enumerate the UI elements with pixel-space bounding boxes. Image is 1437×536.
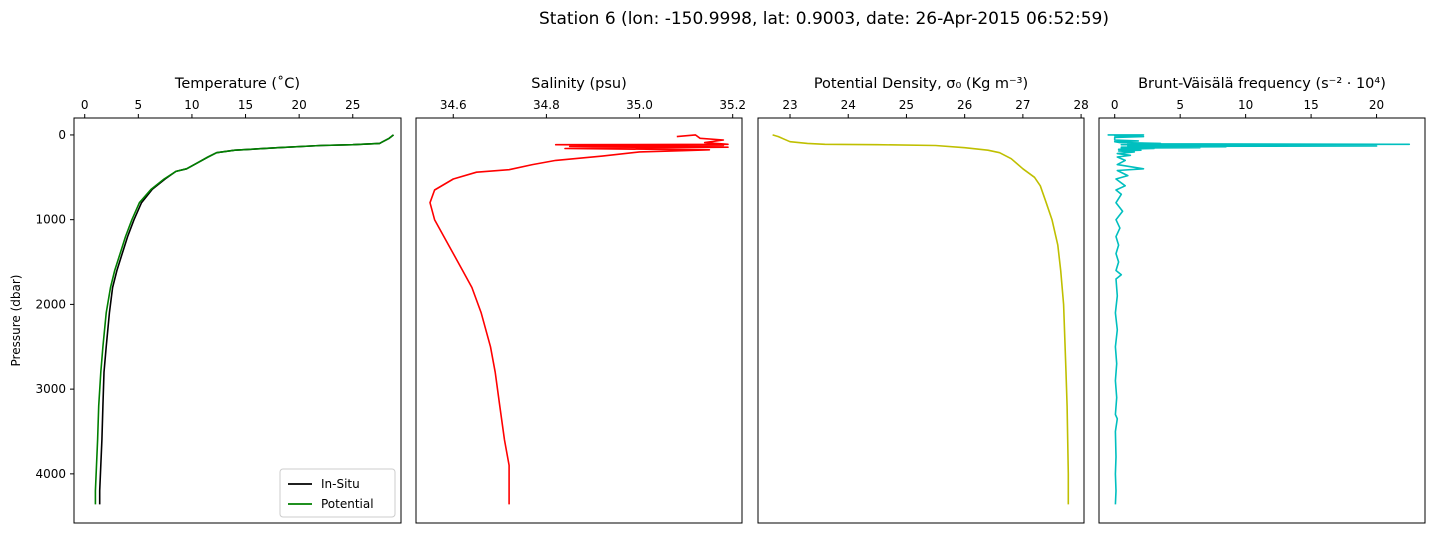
series-line-1-1 xyxy=(98,134,394,505)
x-tick-label: 25 xyxy=(899,98,914,112)
panel-title: Salinity (psu) xyxy=(531,76,627,92)
x-tick-label: 35.0 xyxy=(626,98,653,112)
panel-2: 34.6 34.8 35.0 35.2 Salinity (psu) xyxy=(415,76,746,524)
y-tick-label: 0 xyxy=(58,128,66,142)
x-tick-label: 34.8 xyxy=(533,98,560,112)
y-tick-label: 3000 xyxy=(35,382,66,396)
y-axis-label: Pressure (dbar) xyxy=(9,275,23,367)
panel-title: Brunt-Väisälä frequency (s⁻² · 10⁴) xyxy=(1138,76,1386,92)
x-tick-label: 20 xyxy=(292,98,307,112)
y-tick-label: 1000 xyxy=(35,213,66,227)
series-line-2-1 xyxy=(429,134,729,505)
x-tick-label: 23 xyxy=(782,98,797,112)
legend-entry: Potential xyxy=(321,497,374,511)
x-tick-label: 5 xyxy=(1176,98,1184,112)
x-tick-label: 25 xyxy=(345,98,360,112)
axes-frame xyxy=(757,117,1085,524)
x-tick-label: 20 xyxy=(1369,98,1384,112)
axes-frame xyxy=(415,117,743,524)
x-tick-label: 10 xyxy=(1238,98,1253,112)
x-tick-label: 0 xyxy=(1111,98,1119,112)
panel-1: 0 5 10 15 20 25 0 1000 2000 3000 4000 Pressure (dba… xyxy=(9,75,402,524)
legend-entry: In-Situ xyxy=(321,477,360,491)
x-tick-label: 35.2 xyxy=(719,98,746,112)
x-tick-label: 26 xyxy=(957,98,972,112)
figure-suptitle: Station 6 (lon: -150.9998, lat: 0.9003, … xyxy=(539,9,1109,29)
panel-3: 23 24 25 26 27 28 Potential Density, σ₀ (Kg m⁻… xyxy=(757,76,1089,524)
panel-4: 0 5 10 15 20 Brunt-Väisälä frequency (s⁻² · 1… xyxy=(1098,76,1426,524)
x-tick-label: 10 xyxy=(184,98,199,112)
x-tick-label: 27 xyxy=(1015,98,1030,112)
x-tick-label: 34.6 xyxy=(440,98,467,112)
legend-box xyxy=(279,468,396,518)
x-tick-label: 28 xyxy=(1073,98,1088,112)
y-tick-label: 4000 xyxy=(35,467,66,481)
series-line-3-1 xyxy=(772,134,1070,505)
x-tick-label: 15 xyxy=(238,98,253,112)
series-line-1-2 xyxy=(94,134,394,505)
axes-frame xyxy=(1098,117,1426,524)
axes-frame xyxy=(73,117,402,524)
x-tick-label: 5 xyxy=(135,98,143,112)
panel-title: Temperature (˚C) xyxy=(174,75,300,92)
panel-title: Potential Density, σ₀ (Kg m⁻³) xyxy=(814,76,1028,92)
series-line-4-1 xyxy=(1107,134,1411,505)
legend: In-Situ Potential xyxy=(279,468,396,518)
x-tick-label: 15 xyxy=(1303,98,1318,112)
y-tick-label: 2000 xyxy=(35,297,66,311)
x-tick-label: 0 xyxy=(81,98,89,112)
x-tick-label: 24 xyxy=(841,98,856,112)
